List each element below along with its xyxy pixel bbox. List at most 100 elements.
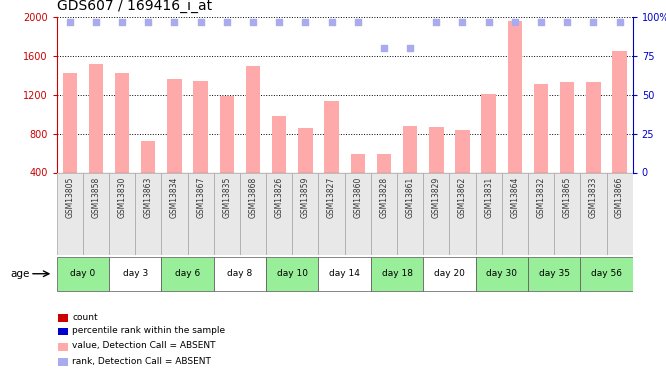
Text: day 6: day 6 [175, 269, 200, 278]
Bar [528, 172, 554, 255]
Bar [377, 154, 391, 173]
Text: GSM13830: GSM13830 [118, 177, 127, 218]
Text: GSM13863: GSM13863 [144, 177, 153, 218]
Bar [456, 130, 470, 172]
Bar [476, 257, 528, 291]
Bar [266, 172, 292, 255]
Bar [318, 172, 345, 255]
Point [169, 18, 180, 24]
Point [535, 18, 546, 24]
Point [588, 18, 599, 24]
Bar [135, 172, 161, 255]
Text: GSM13805: GSM13805 [65, 177, 74, 218]
Bar [298, 128, 312, 172]
Bar [59, 358, 68, 366]
Point [431, 18, 442, 24]
Bar [318, 257, 371, 291]
Bar [350, 154, 365, 173]
Bar [586, 82, 601, 172]
Text: GSM13867: GSM13867 [196, 177, 205, 218]
Text: day 3: day 3 [123, 269, 148, 278]
Point [65, 18, 75, 24]
Bar [109, 172, 135, 255]
Text: GSM13826: GSM13826 [274, 177, 284, 218]
Bar [57, 257, 109, 291]
Point [326, 18, 337, 24]
Bar [371, 172, 397, 255]
Bar [89, 63, 103, 173]
Bar [161, 257, 214, 291]
Bar [59, 314, 68, 322]
Bar [193, 81, 208, 172]
Point [143, 18, 154, 24]
Text: GSM13858: GSM13858 [91, 177, 101, 218]
Text: day 0: day 0 [70, 269, 95, 278]
Text: day 30: day 30 [486, 269, 517, 278]
Bar [115, 73, 129, 172]
Bar [476, 172, 501, 255]
Point [274, 18, 284, 24]
Text: day 10: day 10 [277, 269, 308, 278]
Text: percentile rank within the sample: percentile rank within the sample [72, 326, 225, 335]
Bar [141, 141, 155, 172]
Text: GSM13827: GSM13827 [327, 177, 336, 218]
Text: age: age [10, 269, 29, 279]
Point [91, 18, 101, 24]
Bar [580, 257, 633, 291]
Point [195, 18, 206, 24]
Bar [57, 172, 83, 255]
Text: GSM13832: GSM13832 [537, 177, 545, 218]
Text: day 18: day 18 [382, 269, 412, 278]
Bar [240, 172, 266, 255]
Bar [266, 257, 318, 291]
Text: GSM13829: GSM13829 [432, 177, 441, 218]
Bar [188, 172, 214, 255]
Text: count: count [72, 313, 98, 322]
Text: GSM13834: GSM13834 [170, 177, 179, 218]
Bar [246, 66, 260, 172]
Bar [57, 172, 633, 255]
Bar [528, 257, 580, 291]
Text: GSM13865: GSM13865 [563, 177, 571, 218]
Bar [63, 73, 77, 172]
Bar [423, 257, 476, 291]
Text: GSM13864: GSM13864 [510, 177, 519, 218]
Bar [482, 94, 496, 172]
Point [248, 18, 258, 24]
Bar [534, 84, 548, 172]
Bar [403, 126, 418, 172]
Bar [167, 79, 182, 172]
Bar [214, 172, 240, 255]
Point [222, 18, 232, 24]
Point [117, 18, 127, 24]
Bar [560, 82, 575, 172]
Text: GSM13862: GSM13862 [458, 177, 467, 218]
Bar [292, 172, 318, 255]
Text: GSM13860: GSM13860 [353, 177, 362, 218]
Bar [554, 172, 580, 255]
Text: GSM13866: GSM13866 [615, 177, 624, 218]
Bar [397, 172, 423, 255]
Bar [161, 172, 188, 255]
Text: day 14: day 14 [329, 269, 360, 278]
Bar [59, 343, 68, 351]
Text: GSM13859: GSM13859 [301, 177, 310, 218]
Point [562, 18, 573, 24]
Bar [580, 172, 607, 255]
Text: value, Detection Call = ABSENT: value, Detection Call = ABSENT [72, 341, 216, 350]
Bar [272, 116, 286, 172]
Bar [83, 172, 109, 255]
Text: day 20: day 20 [434, 269, 465, 278]
Bar [429, 127, 444, 172]
Bar [220, 96, 234, 172]
Text: GSM13833: GSM13833 [589, 177, 598, 218]
Bar [423, 172, 450, 255]
Text: GSM13868: GSM13868 [248, 177, 258, 218]
Point [457, 18, 468, 24]
Text: GDS607 / 169416_i_at: GDS607 / 169416_i_at [57, 0, 212, 13]
Text: GSM13861: GSM13861 [406, 177, 415, 218]
Bar [371, 257, 423, 291]
Bar [507, 21, 522, 172]
Bar [324, 102, 339, 172]
Text: day 35: day 35 [539, 269, 569, 278]
